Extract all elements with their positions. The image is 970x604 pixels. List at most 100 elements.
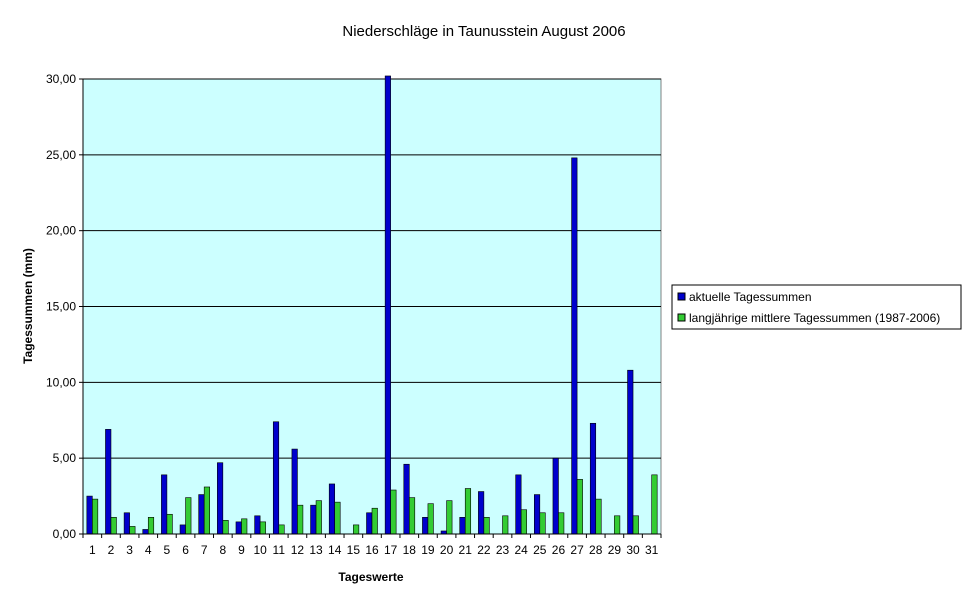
bar-langjaehrige-day-5 [166, 513, 173, 535]
bar-langjaehrige-day-16 [371, 507, 378, 535]
bar-aktuelle-day-9 [235, 521, 242, 535]
x-tick-label: 13 [309, 543, 323, 557]
y-axis-title: Tagessummen (mm) [21, 248, 35, 364]
bar-langjaehrige-day-28 [595, 498, 602, 535]
bar-aktuelle-day-18 [403, 463, 410, 535]
bar-aktuelle-day-5 [161, 474, 168, 535]
bar-aktuelle-day-12 [291, 448, 298, 535]
bar-langjaehrige-day-7 [203, 486, 210, 535]
y-tick-label: 25,00 [46, 148, 76, 162]
bar-langjaehrige-day-6 [185, 497, 192, 535]
x-tick-label: 29 [608, 543, 622, 557]
x-tick-label: 1 [89, 543, 96, 557]
x-tick-label: 5 [164, 543, 171, 557]
bar-aktuelle-day-17 [384, 75, 391, 535]
bar-aktuelle-day-21 [459, 517, 466, 535]
bar-aktuelle-day-24 [515, 474, 522, 535]
bars [86, 75, 658, 535]
bar-aktuelle-day-7 [198, 494, 205, 535]
legend: aktuelle Tagessummen langjährige mittler… [671, 284, 962, 330]
y-tick-labels: 0,00 5,00 10,00 15,00 20,00 25,00 30,00 [46, 72, 83, 541]
legend-box [671, 284, 962, 330]
bar-langjaehrige-day-13 [315, 500, 322, 535]
x-tick-label: 3 [126, 543, 133, 557]
x-tick-labels: 1 2 3 4 5 6 7 8 9 10 11 12 13 14 15 16 17 18 19 20 21 22 23 24 2… [82, 534, 662, 557]
x-tick-label: 15 [347, 543, 361, 557]
bar-aktuelle-day-30 [627, 369, 634, 535]
bar-langjaehrige-day-21 [464, 488, 472, 535]
bar-aktuelle-day-19 [422, 517, 429, 535]
y-tick-label: 20,00 [46, 224, 76, 238]
bar-langjaehrige-day-31 [651, 474, 658, 535]
bar-aktuelle-day-1 [86, 495, 93, 535]
bar-aktuelle-day-11 [272, 421, 280, 535]
x-tick-label: 24 [514, 543, 528, 557]
legend-swatch-langjaehrige [677, 313, 686, 322]
bar-langjaehrige-day-11 [278, 524, 285, 535]
x-tick-label: 30 [626, 543, 640, 557]
bar-aktuelle-day-26 [552, 457, 559, 535]
y-tick-label: 10,00 [46, 375, 76, 389]
x-tick-label: 19 [421, 543, 435, 557]
x-tick-label: 22 [477, 543, 491, 557]
bar-langjaehrige-day-24 [520, 509, 527, 535]
x-tick-label: 21 [459, 543, 473, 557]
x-tick-label: 2 [108, 543, 115, 557]
bar-aktuelle-day-28 [589, 422, 597, 535]
x-tick-label: 25 [533, 543, 547, 557]
bar-langjaehrige-day-12 [297, 504, 304, 535]
bar-langjaehrige-day-18 [408, 497, 416, 535]
x-tick-label: 12 [291, 543, 305, 557]
bar-langjaehrige-day-4 [147, 517, 155, 535]
bar-langjaehrige-day-30 [632, 515, 639, 535]
bar-langjaehrige-day-10 [259, 521, 266, 535]
bar-langjaehrige-day-8 [222, 520, 229, 535]
x-tick-label: 18 [403, 543, 417, 557]
bar-langjaehrige-day-3 [129, 526, 136, 535]
x-axis-title: Tageswerte [338, 570, 403, 584]
x-tick-label: 31 [645, 543, 659, 557]
bar-aktuelle-day-8 [217, 462, 224, 535]
legend-swatch-aktuelle [677, 292, 686, 301]
bar-langjaehrige-day-15 [353, 524, 360, 535]
y-tick-label: 5,00 [53, 451, 77, 465]
x-tick-label: 11 [273, 543, 286, 557]
bar-langjaehrige-day-2 [110, 517, 117, 535]
x-tick-label: 6 [182, 543, 189, 557]
bar-langjaehrige-day-25 [539, 512, 546, 535]
bar-aktuelle-day-6 [179, 524, 186, 535]
x-tick-label: 8 [219, 543, 226, 557]
bar-aktuelle-day-3 [123, 512, 130, 535]
x-tick-label: 23 [496, 543, 510, 557]
y-tick-label: 15,00 [46, 300, 76, 314]
x-tick-label: 26 [552, 543, 566, 557]
bar-langjaehrige-day-20 [446, 500, 453, 535]
bar-langjaehrige-day-26 [558, 512, 565, 535]
bar-aktuelle-day-2 [105, 429, 112, 535]
bar-langjaehrige-day-29 [614, 515, 621, 535]
y-tick-label: 0,00 [53, 527, 77, 541]
x-tick-label: 16 [365, 543, 379, 557]
chart-title: Niederschläge in Taunusstein August 2006 [342, 23, 625, 40]
x-tick-label: 14 [328, 543, 342, 557]
legend-label-aktuelle: aktuelle Tagessummen [689, 290, 812, 304]
bar-langjaehrige-day-9 [241, 518, 248, 535]
bar-aktuelle-day-27 [571, 157, 578, 535]
bar-langjaehrige-day-27 [576, 479, 583, 535]
legend-label-langjaehrige: langjährige mittlere Tagessummen (1987-2… [689, 311, 940, 325]
bar-langjaehrige-day-14 [334, 501, 341, 535]
bar-langjaehrige-day-23 [502, 515, 509, 535]
x-tick-label: 4 [145, 543, 152, 557]
bar-aktuelle-day-25 [534, 494, 541, 535]
bar-aktuelle-day-22 [478, 491, 485, 535]
bar-langjaehrige-day-22 [483, 517, 490, 535]
bar-langjaehrige-day-19 [427, 503, 434, 535]
x-tick-label: 10 [253, 543, 267, 557]
bar-langjaehrige-day-1 [92, 498, 99, 535]
x-tick-label: 17 [384, 543, 398, 557]
bar-aktuelle-day-4 [142, 529, 149, 535]
bar-aktuelle-day-13 [310, 504, 317, 535]
x-tick-label: 20 [440, 543, 454, 557]
x-tick-label: 28 [589, 543, 603, 557]
